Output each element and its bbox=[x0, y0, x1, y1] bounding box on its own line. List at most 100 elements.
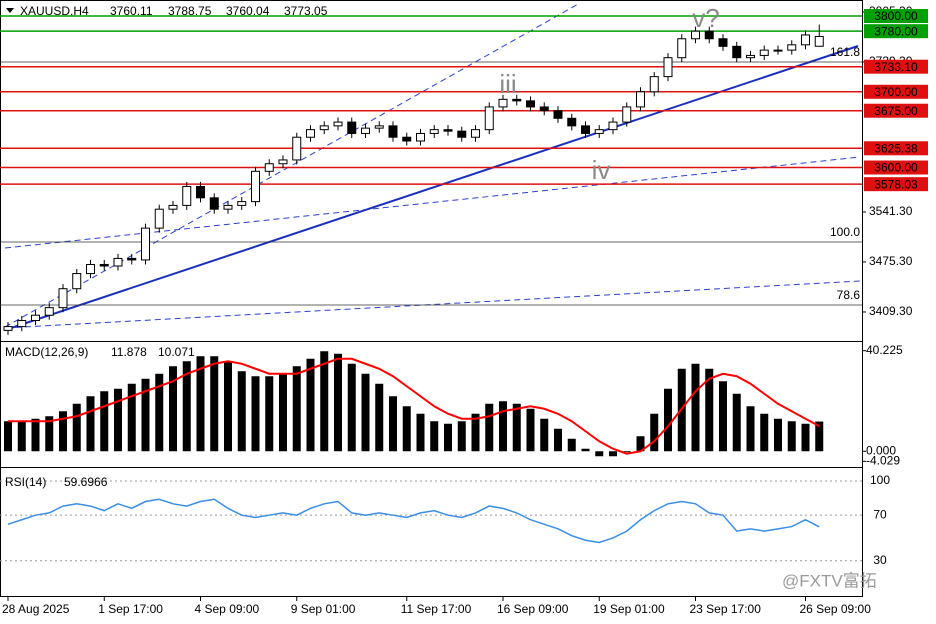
price-level-label: 3780.00 bbox=[874, 24, 918, 38]
macd-bar bbox=[444, 423, 452, 452]
price-level-label: 3600.00 bbox=[874, 161, 918, 175]
macd-bar bbox=[774, 418, 782, 452]
x-tick-label: 11 Sep 17:00 bbox=[401, 602, 472, 616]
price-level-box bbox=[864, 177, 928, 192]
macd-bar bbox=[650, 413, 659, 452]
rsi-line bbox=[7, 498, 820, 544]
macd-bar bbox=[114, 388, 122, 452]
macd-bar bbox=[59, 411, 67, 452]
price-level-box bbox=[864, 59, 928, 74]
candle-body bbox=[691, 30, 700, 40]
candle-body bbox=[44, 307, 54, 316]
candle-body bbox=[223, 204, 233, 210]
macd-bar bbox=[141, 378, 150, 452]
candle-body bbox=[251, 170, 260, 203]
macd-bar bbox=[691, 363, 700, 452]
price-level-box bbox=[864, 84, 928, 99]
price-level-label: 3625.38 bbox=[874, 141, 918, 155]
candle-body bbox=[553, 110, 563, 119]
candle-body bbox=[704, 30, 714, 40]
candle-body bbox=[567, 117, 577, 127]
candle-body bbox=[746, 54, 755, 59]
macd-bar bbox=[196, 356, 205, 452]
macd-bar bbox=[265, 376, 274, 452]
x-tick-label: 28 Aug 2025 bbox=[2, 602, 70, 616]
candle-body bbox=[196, 185, 205, 199]
candle-body bbox=[113, 257, 123, 267]
rsi-value: 59.6966 bbox=[64, 475, 108, 489]
candle-body bbox=[374, 125, 384, 129]
candle-body bbox=[484, 106, 494, 131]
wave-label: v? bbox=[692, 3, 719, 33]
price-level-box bbox=[864, 24, 928, 39]
macd-value: 11.878 bbox=[111, 345, 147, 359]
candle-body bbox=[677, 38, 687, 59]
macd-bar bbox=[210, 356, 219, 452]
candle-body bbox=[457, 130, 467, 138]
price-level-box bbox=[864, 103, 928, 118]
macd-bar bbox=[127, 383, 136, 452]
candle-body bbox=[608, 121, 618, 131]
candle-body bbox=[759, 49, 769, 56]
candle-body bbox=[471, 129, 480, 138]
channel-line bbox=[4, 280, 861, 329]
macd-bar bbox=[787, 421, 796, 452]
x-tick-label: 16 Sep 09:00 bbox=[497, 602, 569, 616]
macd-bar bbox=[155, 373, 164, 452]
candle-body bbox=[429, 129, 439, 134]
macd-bar bbox=[320, 351, 329, 452]
macd-bar bbox=[100, 391, 109, 452]
macd-bar bbox=[457, 421, 466, 452]
candle-body bbox=[278, 159, 288, 165]
candle-body bbox=[347, 121, 357, 134]
candle-body bbox=[209, 197, 219, 210]
plot-frame bbox=[0, 0, 863, 597]
macd-bar bbox=[4, 421, 12, 452]
candle-body bbox=[99, 263, 109, 267]
y-tick-label: -4.029 bbox=[866, 453, 900, 467]
candle-body bbox=[127, 257, 137, 261]
candle-body bbox=[443, 129, 453, 132]
trend-line bbox=[4, 45, 859, 331]
y-tick-label: 3409.30 bbox=[869, 304, 913, 318]
x-tick-label: 4 Sep 09:00 bbox=[195, 602, 260, 616]
macd-bar bbox=[595, 451, 604, 457]
macd-bar bbox=[31, 418, 40, 452]
macd-bar bbox=[622, 451, 631, 453]
macd-bar bbox=[815, 421, 824, 452]
candle-body bbox=[663, 57, 673, 78]
signal-line bbox=[8, 357, 820, 455]
candle-body bbox=[306, 129, 315, 138]
candle-body bbox=[416, 132, 425, 142]
candle-body bbox=[237, 201, 247, 206]
macd-bar bbox=[224, 361, 232, 452]
candle-body bbox=[402, 136, 412, 142]
candle-body bbox=[388, 125, 398, 138]
candle-body bbox=[86, 263, 95, 275]
header-low: 3760.04 bbox=[226, 4, 270, 18]
y-tick-label: 100 bbox=[870, 473, 890, 487]
candle-body bbox=[3, 326, 13, 331]
candle-body bbox=[732, 45, 742, 59]
candle-body bbox=[72, 273, 82, 290]
macd-bar bbox=[664, 388, 672, 452]
macd-bar bbox=[86, 396, 95, 452]
indicator-label: RSI(14) bbox=[5, 475, 46, 489]
candle-body bbox=[773, 49, 783, 52]
price-level-box bbox=[864, 9, 928, 24]
fib-label: 78.6 bbox=[837, 288, 861, 302]
symbol-title: XAUUSD,H4 bbox=[20, 4, 89, 18]
macd-bar bbox=[430, 421, 439, 452]
header-close: 3773.05 bbox=[284, 4, 328, 18]
candle-body bbox=[498, 98, 508, 108]
macd-bar bbox=[609, 451, 617, 457]
y-tick-label: 0.000 bbox=[866, 443, 896, 457]
header-high: 3788.75 bbox=[168, 4, 212, 18]
candle-body bbox=[581, 125, 590, 134]
fib-label: 100.0 bbox=[830, 225, 860, 239]
macd-bar bbox=[512, 403, 521, 452]
macd-bar bbox=[72, 403, 81, 452]
macd-bar bbox=[746, 406, 755, 452]
macd-bar bbox=[732, 393, 741, 452]
